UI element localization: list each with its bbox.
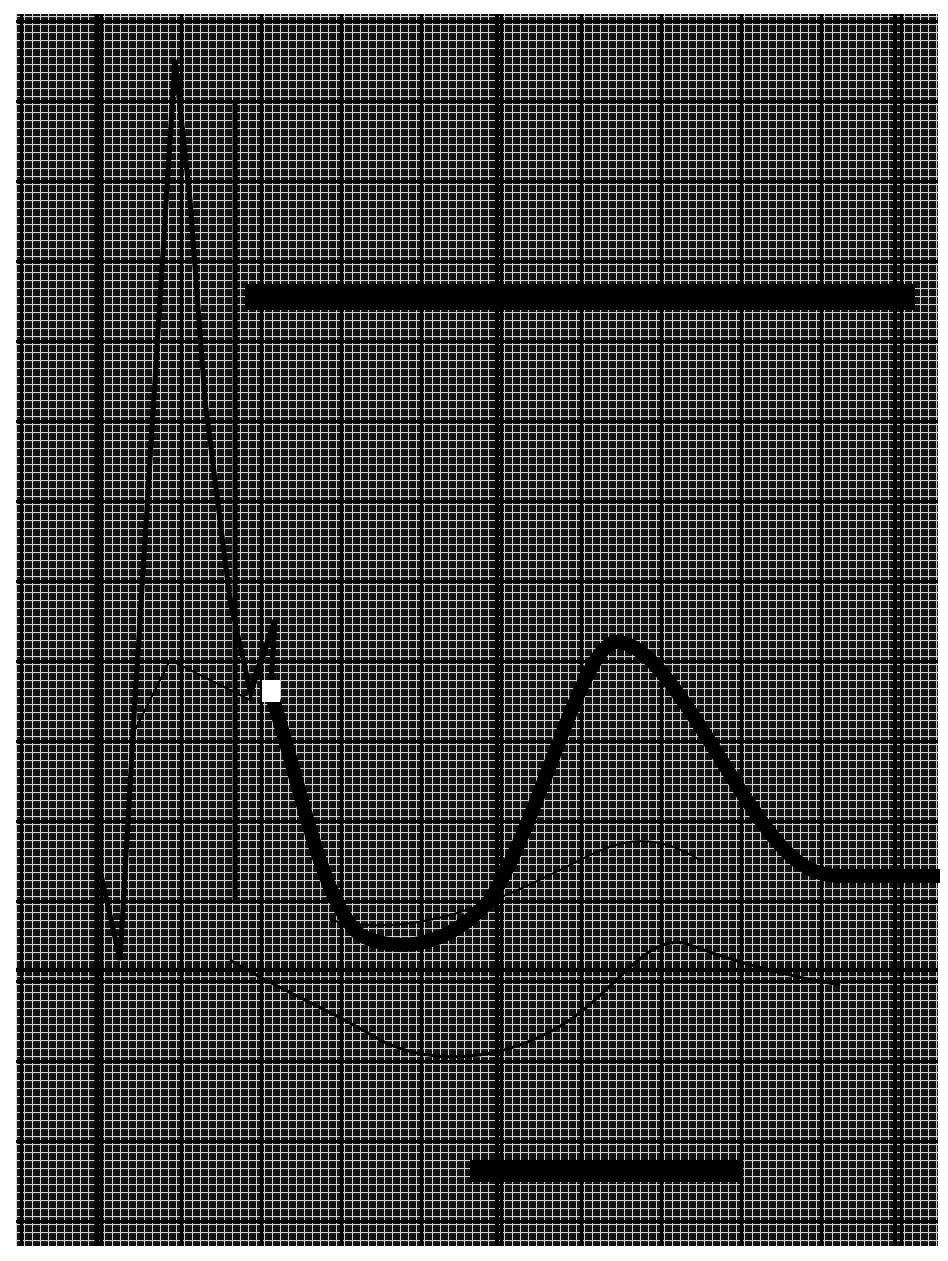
highlight-patch [262,680,280,702]
label-strip [245,284,915,310]
recorder-chart-scan [0,0,948,1261]
page: (() => { const data = JSON.parse(documen… [0,0,948,1261]
major-grid [16,14,938,1246]
label-strip [470,1160,740,1182]
